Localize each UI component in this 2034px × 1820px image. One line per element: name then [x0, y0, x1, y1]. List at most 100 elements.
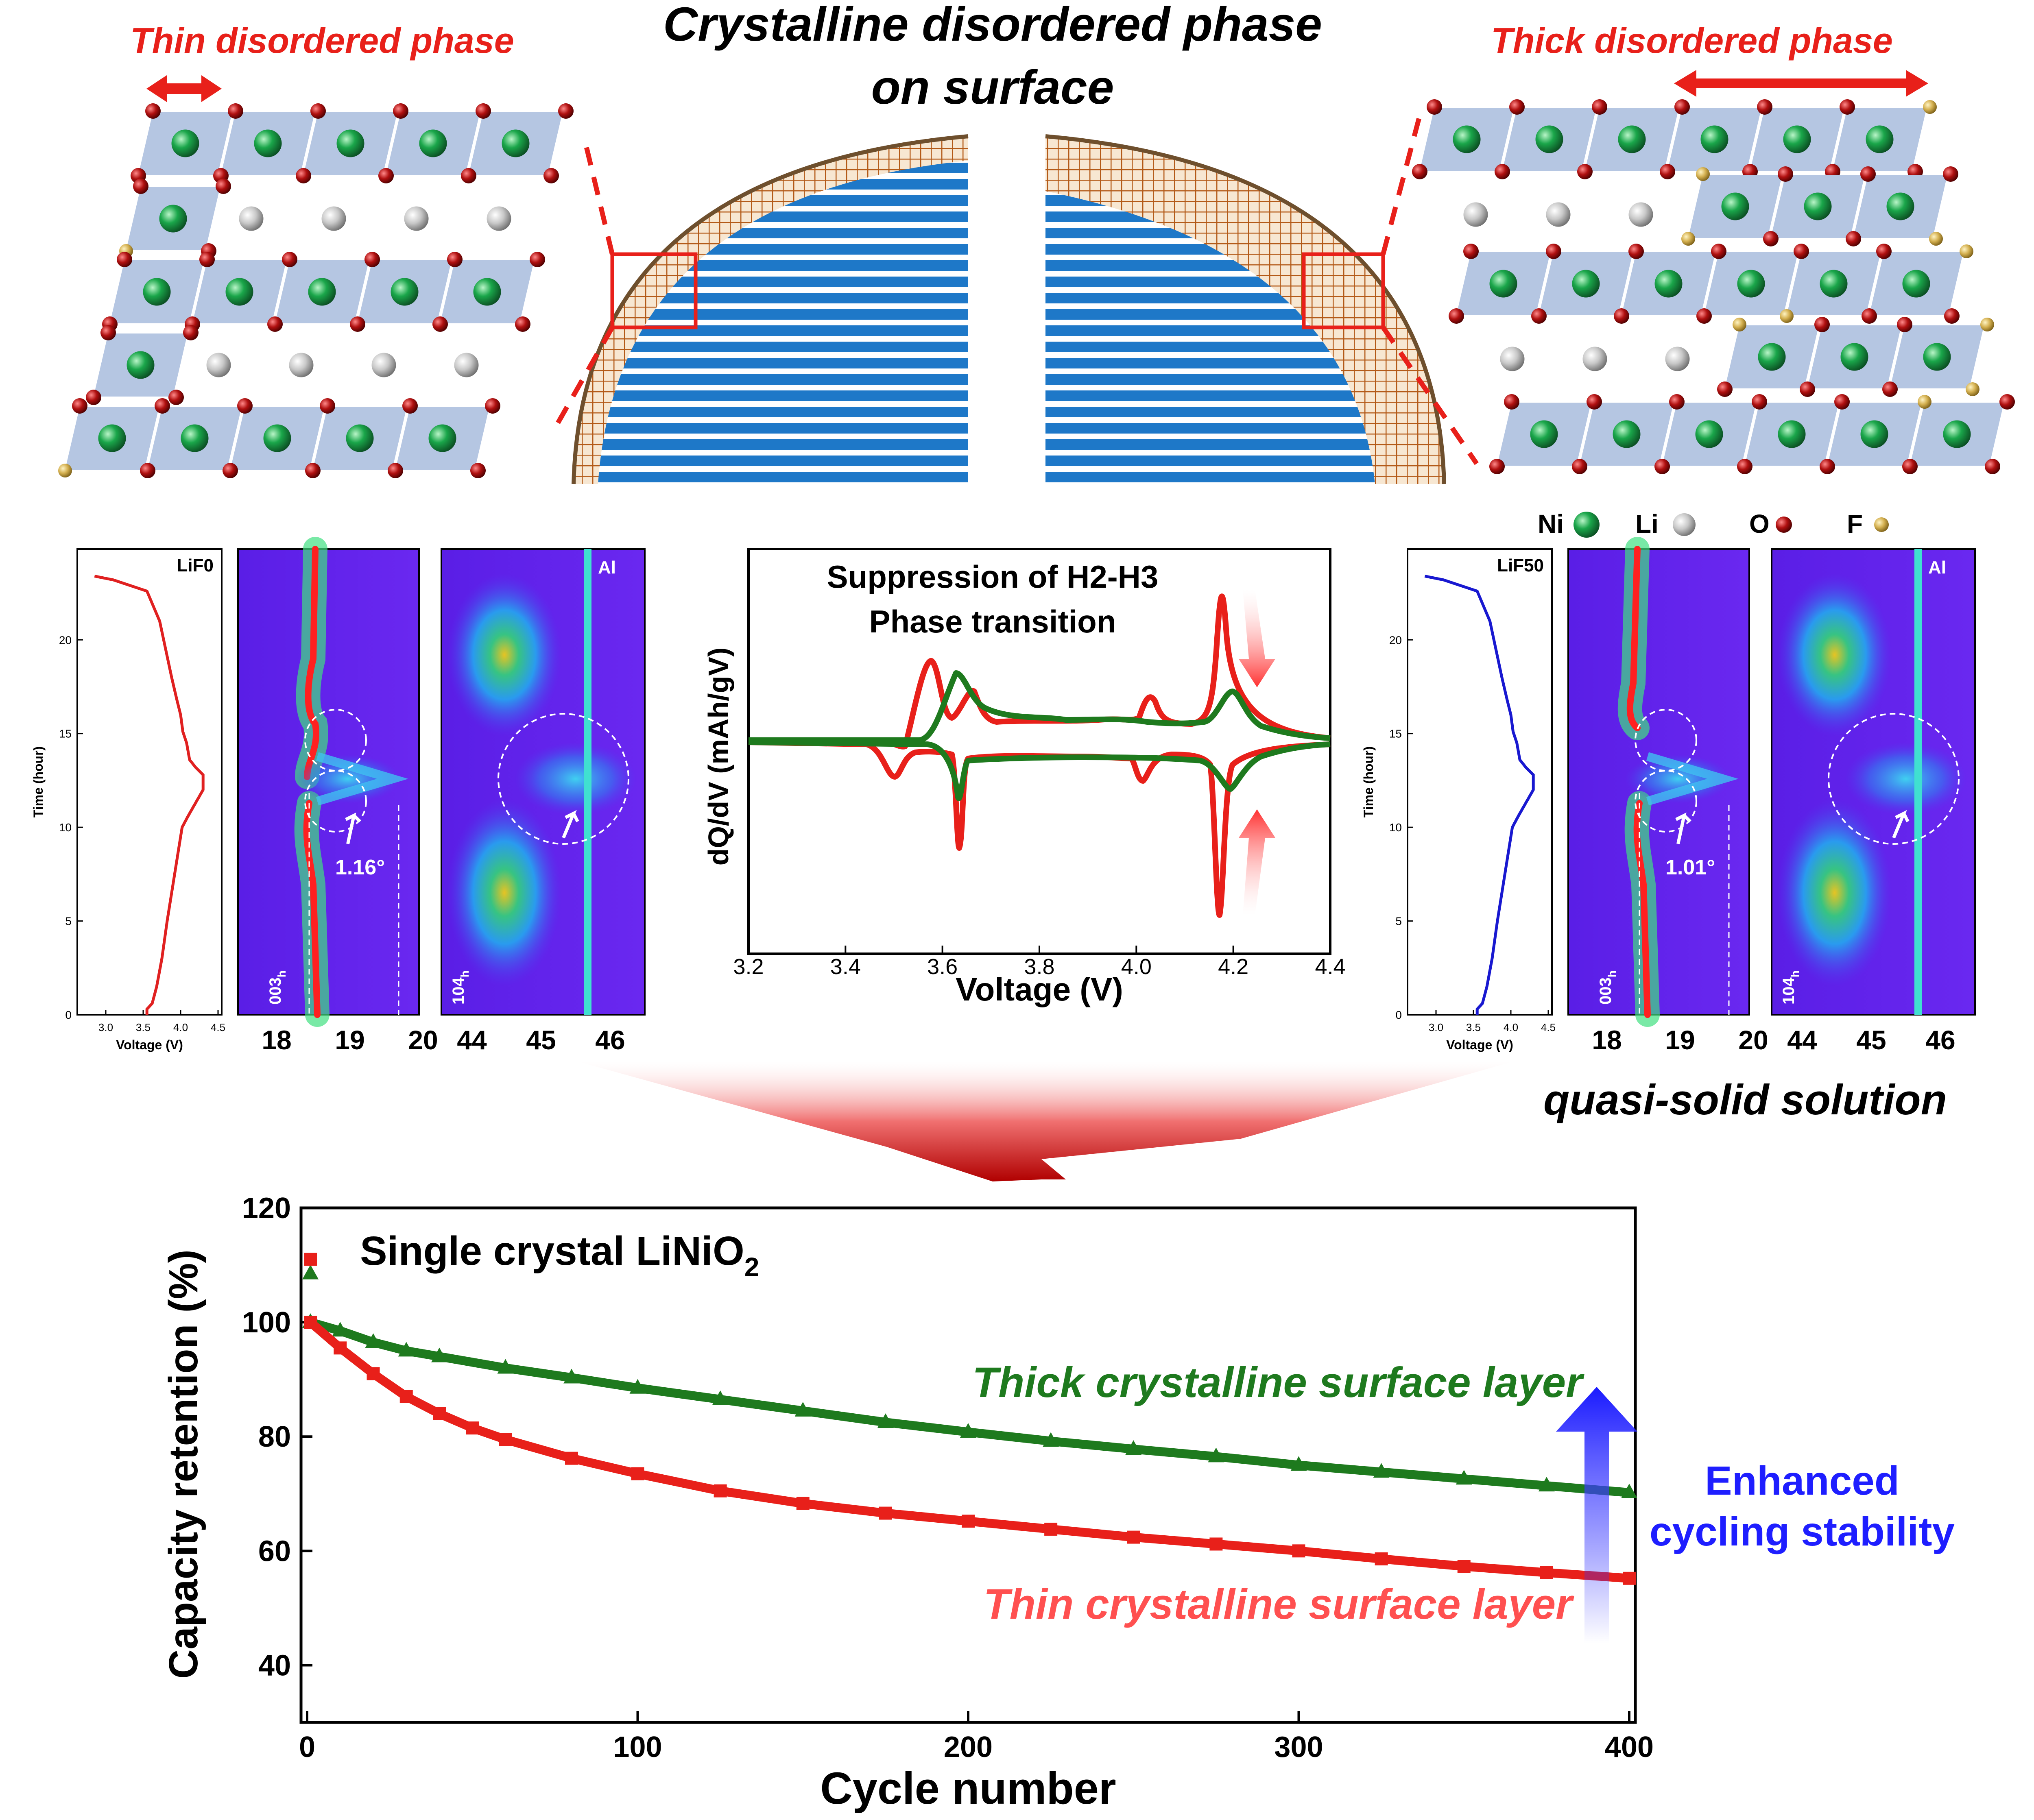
thin-layer-point — [714, 1484, 727, 1497]
o-atom — [1943, 166, 1958, 182]
dqdv-thick-curve-discharge — [748, 739, 1331, 801]
thin-layer-point — [1540, 1566, 1553, 1579]
ni-atom — [1804, 192, 1832, 220]
shift-arrow-104 — [562, 810, 579, 839]
o-atom — [216, 179, 231, 194]
thick-layer-point — [1125, 1440, 1142, 1455]
o-atom — [530, 252, 545, 267]
h2h3-circle-lower — [304, 770, 367, 833]
al-label: Al — [598, 558, 616, 578]
o-atom — [282, 252, 297, 267]
o-atom — [461, 168, 476, 183]
o-atom — [1711, 244, 1726, 259]
voltage-profile-frame — [1407, 548, 1553, 1016]
volt-tick-label: 4.5 — [1541, 1021, 1556, 1033]
o-atom — [117, 252, 132, 267]
f-atom — [1918, 395, 1931, 409]
dqdv-xlabel: Voltage (V) — [956, 971, 1123, 1007]
li-atom — [206, 353, 231, 377]
volt-tick-label: 4.0 — [1504, 1021, 1518, 1033]
o-atom — [1572, 459, 1587, 474]
xrd-003-shift-trace — [316, 752, 408, 806]
volt-tick-label: 3.5 — [136, 1021, 151, 1033]
thick-layer-point — [1290, 1456, 1307, 1471]
peak-104-label: 104h — [450, 970, 471, 1005]
red-arrow-down — [1239, 590, 1275, 687]
y-tick-label: 40 — [258, 1649, 291, 1682]
ni-atom — [502, 129, 530, 157]
legend-label-f: F — [1847, 509, 1863, 538]
legend-swatch-o — [1776, 517, 1792, 533]
thick-layer-point — [1456, 1470, 1472, 1485]
o-atom — [1834, 394, 1850, 410]
thin-layer-point — [399, 1390, 413, 1403]
thin-layer-point — [879, 1506, 892, 1520]
o-atom — [1614, 308, 1629, 324]
voltage-curve — [1424, 575, 1535, 1015]
li-atom — [1582, 347, 1607, 371]
o-atom — [1794, 244, 1809, 259]
thin-first-cycle-point — [304, 1253, 317, 1266]
thick-series-label: Thick crystalline surface layer — [972, 1359, 1584, 1406]
dqdv-title-line2: Phase transition — [869, 604, 1116, 639]
o-atom — [1489, 459, 1505, 474]
ni-atom — [1572, 270, 1600, 298]
dqdv-x-tick-label: 3.6 — [927, 955, 958, 979]
o-atom — [100, 325, 116, 340]
thick-layer-point — [1208, 1447, 1224, 1463]
angle-shift-label: 1.01° — [1665, 856, 1715, 879]
o-atom — [1882, 381, 1898, 397]
xrd-003-peak-lower — [303, 800, 321, 1018]
o-atom — [86, 390, 101, 405]
y-tick-label: 60 — [258, 1535, 291, 1567]
o-atom — [485, 398, 500, 414]
particle-right-half — [1045, 134, 1446, 484]
ni-atom — [391, 278, 419, 306]
ni-atom — [1530, 420, 1558, 448]
thick-layer-point — [629, 1379, 646, 1394]
o-atom — [1463, 244, 1479, 259]
ni-atom — [98, 424, 126, 452]
dqdv-x-tick-label: 4.0 — [1121, 955, 1152, 979]
li-atom — [1546, 202, 1571, 227]
dqdv-x-tick-label: 3.8 — [1024, 955, 1054, 979]
thin-layer-point — [334, 1341, 347, 1355]
volt-tick-label: 3.5 — [1466, 1021, 1481, 1033]
legend-label-ni: Ni — [1538, 509, 1564, 538]
f-atom — [1681, 232, 1695, 246]
o-atom — [402, 398, 418, 414]
o-atom — [1944, 308, 1960, 324]
ni-atom — [1758, 343, 1786, 371]
o-atom — [393, 103, 408, 119]
xrd-003-peak — [1626, 546, 1641, 731]
o-atom — [1592, 99, 1607, 115]
li-atom — [404, 206, 429, 231]
al-label: Al — [1928, 558, 1946, 578]
thin-disordered-label: Thin disordered phase — [130, 20, 514, 61]
h2h3-circle-upper — [1635, 709, 1697, 772]
o-atom — [1876, 244, 1892, 259]
xrd-104-tick-label: 45 — [1856, 1025, 1886, 1055]
dqdv-thick-curve — [749, 670, 1331, 743]
dqdv-x-tick-label: 4.2 — [1218, 955, 1248, 979]
thick-first-cycle-point — [302, 1264, 319, 1279]
thin-layer-point — [466, 1421, 479, 1435]
ni-atom — [1695, 420, 1723, 448]
o-atom — [543, 168, 559, 183]
thick-disordered-crystal-model — [1412, 99, 2015, 474]
o-atom — [1412, 164, 1427, 179]
o-atom — [1860, 166, 1876, 182]
shift-arrow-104 — [1892, 810, 1910, 839]
thin-layer-point — [631, 1467, 644, 1480]
dqdv-x-tick-label: 3.4 — [830, 955, 861, 979]
xrd-003-tick-label: 20 — [408, 1025, 438, 1055]
xrd-003-tick-label: 19 — [1665, 1025, 1695, 1055]
f-atom — [1923, 100, 1937, 114]
ni-atom — [225, 278, 253, 306]
enhanced-label-line1: Enhanced — [1705, 1458, 1899, 1504]
o-atom — [1752, 394, 1767, 410]
o-atom — [1587, 394, 1602, 410]
ni-atom — [1737, 270, 1765, 298]
right-zoom-box — [1302, 252, 1385, 329]
li-atom — [454, 353, 479, 377]
